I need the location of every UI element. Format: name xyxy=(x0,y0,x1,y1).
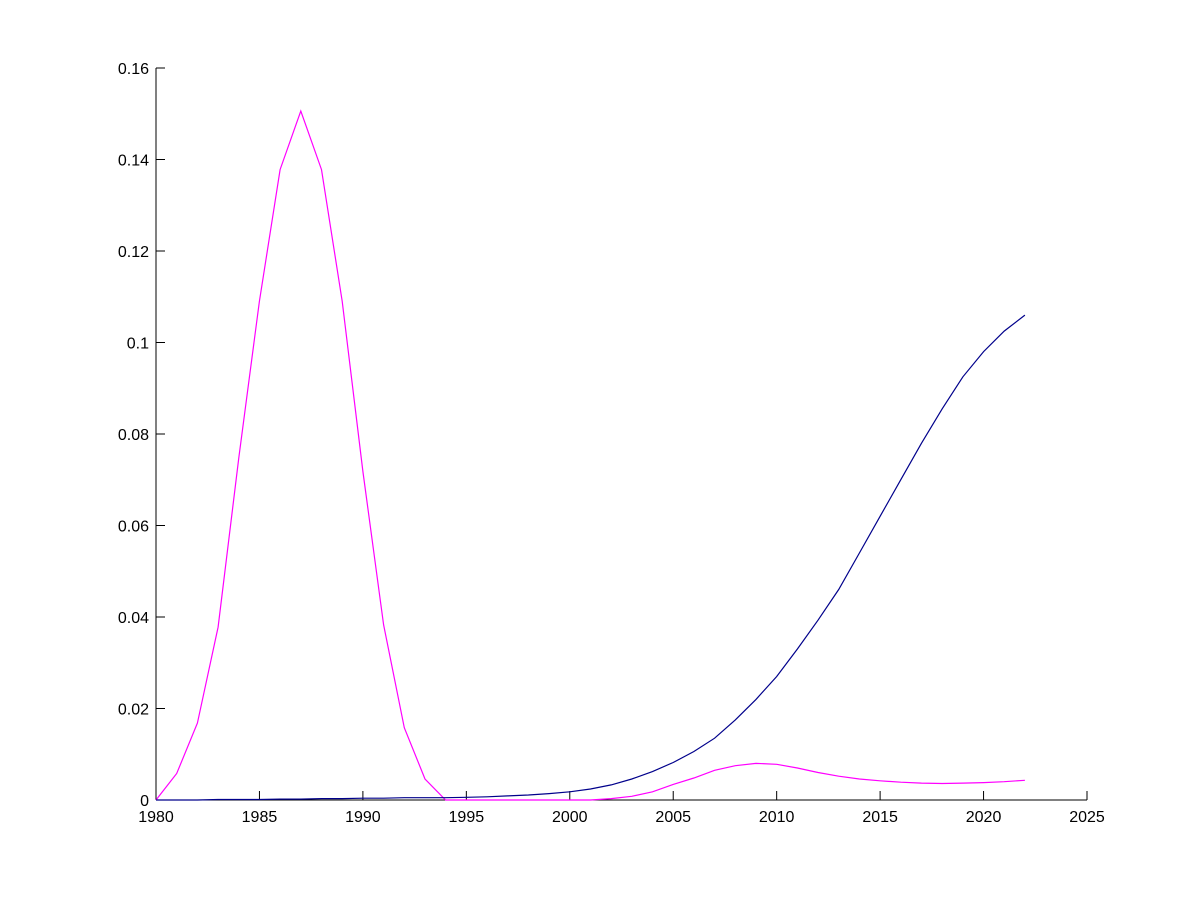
x-tick-label: 1990 xyxy=(345,809,381,826)
y-tick-label: 0.1 xyxy=(127,336,149,353)
x-tick-label: 2015 xyxy=(862,809,898,826)
y-tick-label: 0 xyxy=(140,793,149,810)
y-tick-label: 0.04 xyxy=(118,610,149,627)
x-tick-label: 2005 xyxy=(655,809,691,826)
series-group xyxy=(155,109,1026,801)
x-tick-label: 2010 xyxy=(759,809,795,826)
y-tick-label: 0.06 xyxy=(118,519,149,536)
x-tick-label: 1995 xyxy=(449,809,485,826)
x-tick-label: 2025 xyxy=(1069,809,1105,826)
x-tick-label: 2000 xyxy=(552,809,588,826)
x-tick-label: 2020 xyxy=(966,809,1002,826)
axes: 1980 1985 1990 1995 2000 2005 2010 2015 2020 2025… xyxy=(118,61,1105,826)
y-tick-label: 0.16 xyxy=(118,61,149,78)
y-tick-label: 0.14 xyxy=(118,153,149,170)
y-tick-label: 0.02 xyxy=(118,702,149,719)
series-line-2 xyxy=(156,314,1026,801)
y-tick-label: 0.12 xyxy=(118,244,149,261)
x-tick-label: 1985 xyxy=(242,809,278,826)
y-tick-label: 0.08 xyxy=(118,427,149,444)
series-line-1 xyxy=(155,109,1025,801)
x-tick-label: 1980 xyxy=(138,809,174,826)
